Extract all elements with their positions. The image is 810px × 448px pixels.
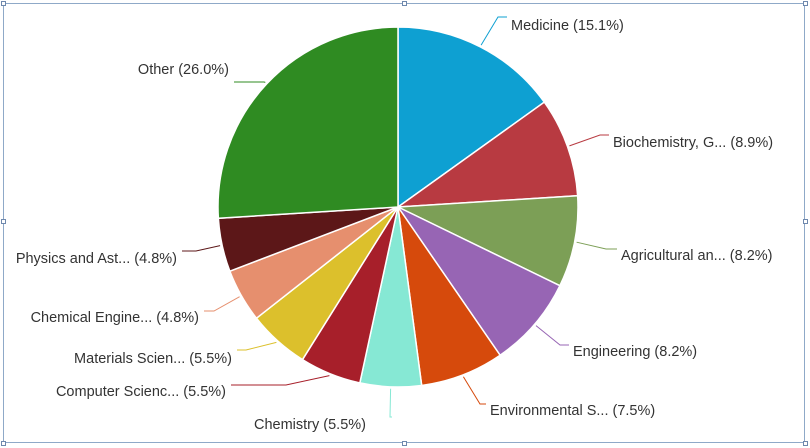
connector-medicine: [480, 16, 507, 46]
connector-agricultural-an: [576, 241, 617, 250]
resize-handle-bottom-right[interactable]: [803, 441, 808, 446]
resize-handle-top-left[interactable]: [1, 1, 6, 6]
connector-chemical-engine: [204, 296, 240, 312]
connector-engineering: [535, 325, 569, 346]
connector-computer-scienc: [231, 375, 330, 386]
resize-handle-middle-left[interactable]: [1, 219, 6, 224]
resize-handle-bottom-center[interactable]: [402, 441, 407, 446]
connector-environmental-s: [462, 376, 486, 405]
slice-label-computer-scienc: Computer Scienc... (5.5%): [56, 384, 226, 400]
pie-slice-other[interactable]: [217, 26, 399, 220]
slice-label-biochemistry-g: Biochemistry, G... (8.9%): [613, 135, 773, 151]
pie-slice-agricultural-an[interactable]: [395, 194, 579, 287]
resize-handle-bottom-left[interactable]: [1, 441, 6, 446]
resize-handle-middle-right[interactable]: [803, 219, 808, 224]
slice-label-medicine: Medicine (15.1%): [511, 18, 624, 34]
slice-label-chemistry: Chemistry (5.5%): [254, 417, 366, 433]
slice-label-other: Other (26.0%): [138, 62, 229, 78]
connector-materials-scien: [237, 341, 277, 351]
slice-label-environmental-s: Environmental S... (7.5%): [490, 403, 655, 419]
slice-label-materials-scien: Materials Scien... (5.5%): [74, 351, 232, 367]
pie-slice-engineering[interactable]: [395, 205, 561, 357]
slice-label-chemical-engine: Chemical Engine... (4.8%): [31, 310, 199, 326]
label-connectors: [182, 16, 617, 418]
pie-slice-medicine[interactable]: [397, 26, 546, 209]
connector-chemistry: [389, 388, 392, 418]
slice-label-engineering: Engineering (8.2%): [573, 344, 697, 360]
resize-handle-top-center[interactable]: [402, 1, 407, 6]
slice-label-physics-and-ast: Physics and Ast... (4.8%): [16, 251, 177, 267]
connector-physics-and-ast: [182, 245, 221, 252]
pie-slice-biochemistry-g[interactable]: [395, 101, 579, 208]
pie-slices: [217, 26, 579, 388]
connector-biochemistry-g: [569, 134, 609, 147]
slice-labels: Medicine (15.1%) Biochemistry, G... (8.9%…: [16, 18, 773, 433]
slice-label-agricultural-an: Agricultural an... (8.2%): [621, 248, 773, 264]
resize-handle-top-right[interactable]: [803, 1, 808, 6]
